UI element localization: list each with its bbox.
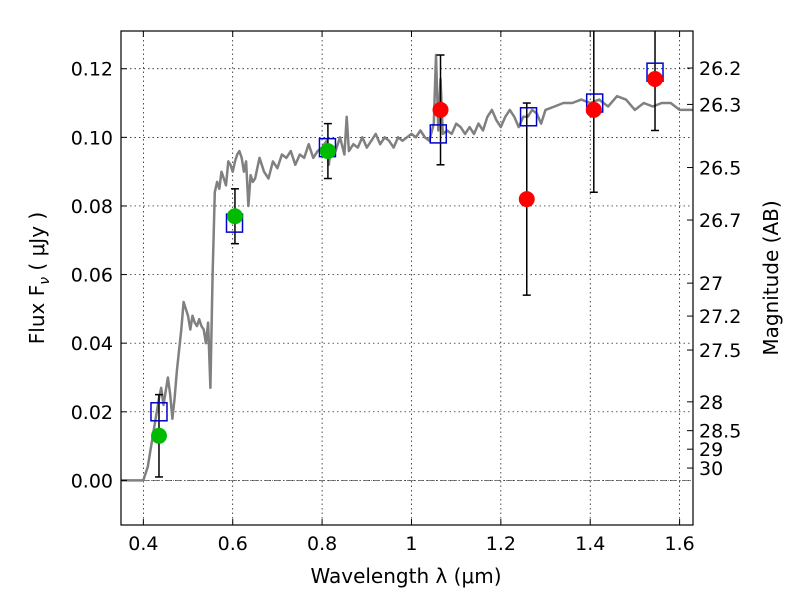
y-tick-label: 0.08 xyxy=(71,196,113,218)
x-tick-label: 1.6 xyxy=(664,533,694,555)
y-tick-label: 0.02 xyxy=(71,402,113,424)
y-axis-ticks: 0.00 0.02 0.04 0.06 0.08 0.10 0.12 xyxy=(71,59,127,492)
y2-tick-label: 30 xyxy=(699,458,723,480)
y2-tick-label: 28.5 xyxy=(699,421,741,443)
y2-tick-label: 26.2 xyxy=(699,58,741,80)
x-tick-label: 0.4 xyxy=(128,533,158,555)
y-axis-label: Flux Fν ( μJy ) xyxy=(25,212,53,344)
x-tick-label: 1.4 xyxy=(575,533,605,555)
x-axis-label: Wavelength λ (μm) xyxy=(310,564,501,588)
model-point xyxy=(519,107,538,127)
x-tick-label: 0.6 xyxy=(218,533,248,555)
model-points xyxy=(150,62,664,422)
observed-point xyxy=(150,427,167,444)
x-tick-label: 0.8 xyxy=(307,533,337,555)
observed-point xyxy=(432,101,449,118)
y2-tick-label: 27.5 xyxy=(699,340,741,362)
error-bars xyxy=(154,31,660,478)
spectrum-line xyxy=(121,53,693,482)
observed-point xyxy=(518,191,535,208)
y-tick-label: 0.06 xyxy=(71,265,113,287)
y2-tick-label: 26.5 xyxy=(699,158,741,180)
observed-points xyxy=(150,71,664,444)
x-tick-label: 1 xyxy=(405,533,417,555)
model-point xyxy=(429,124,448,144)
y2-tick-label: 26.7 xyxy=(699,210,741,232)
y2-tick-label: 26.3 xyxy=(699,94,741,116)
x-tick-label: 1.2 xyxy=(486,533,516,555)
y2-axis-label: Magnitude (AB) xyxy=(759,200,783,355)
observed-point xyxy=(226,208,243,225)
y2-tick-label: 27 xyxy=(699,273,723,295)
y2-tick-label: 27.2 xyxy=(699,306,741,328)
y-tick-label: 0.12 xyxy=(71,59,113,81)
model-point xyxy=(150,402,168,422)
observed-point xyxy=(647,71,664,88)
y-tick-label: 0.00 xyxy=(71,470,113,492)
y-tick-label: 0.10 xyxy=(71,127,113,149)
y-tick-label: 0.04 xyxy=(71,333,113,355)
observed-point xyxy=(585,101,602,118)
y2-tick-label: 29 xyxy=(699,439,723,461)
observed-point xyxy=(319,143,336,160)
plot-frame xyxy=(120,30,694,526)
plot-area xyxy=(121,31,693,482)
y2-tick-label: 28 xyxy=(699,392,723,414)
x-axis-ticks: 0.4 0.6 0.8 1 1.2 1.4 1.6 xyxy=(128,31,695,555)
